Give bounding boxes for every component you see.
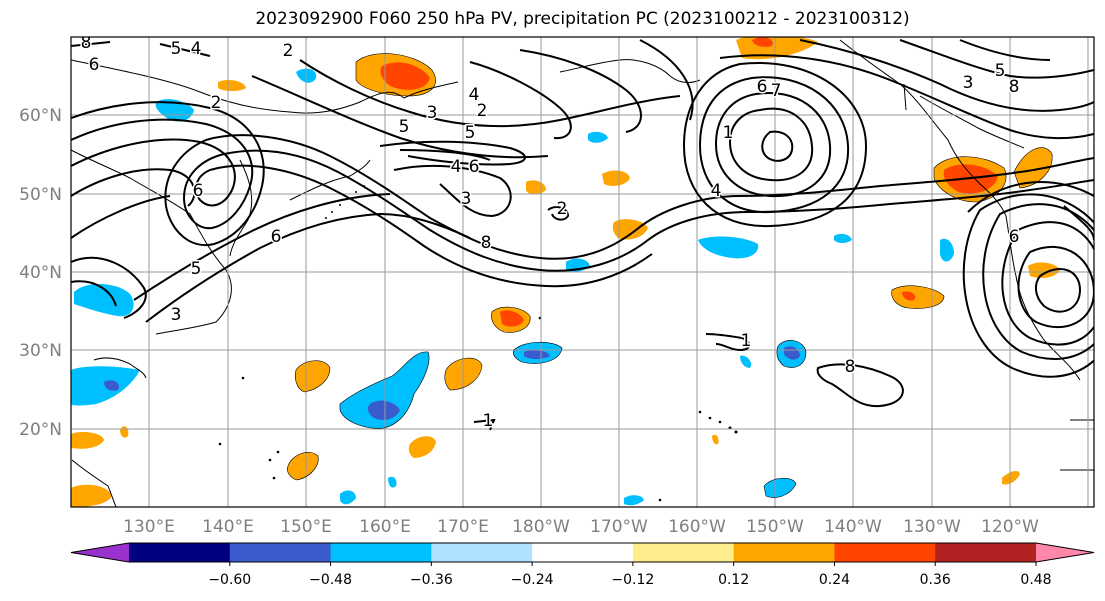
pv-contour-label: 2	[477, 101, 488, 121]
latitude-label: 50°N	[19, 185, 62, 205]
colorbar-segment	[229, 543, 332, 562]
pv-contour-label: 3	[963, 73, 974, 93]
longitude-label: 180°W	[512, 517, 570, 537]
pv-contour-label: 8	[81, 33, 92, 53]
latitude-label: 20°N	[19, 420, 62, 440]
longitude-label: 150°W	[746, 517, 804, 537]
colorbar-tick-label: −0.60	[208, 572, 251, 588]
pv-contour-label: 8	[845, 357, 856, 377]
colorbar-segment	[431, 543, 533, 562]
pv-contour-label: 5	[465, 123, 476, 143]
pv-contour-label: 1	[723, 123, 734, 143]
colorbar-segment	[935, 543, 1037, 562]
pv-contour-label: 6	[89, 55, 100, 75]
colorbar-segment	[330, 543, 432, 562]
pv-contour-label: 5	[995, 61, 1006, 81]
pv-contour-label: 5	[399, 117, 410, 137]
colorbar: −0.60 −0.48 −0.36 −0.24 −0.12 0.12 0.24 0.36 0.4…	[70, 542, 1095, 588]
latitude-label: 30°N	[19, 341, 62, 361]
map-title: 2023092900 F060 250 hPa PV, precipitatio…	[255, 9, 910, 29]
pv-contour-label: 6	[469, 157, 480, 177]
colorbar-tick-label: 0.24	[819, 572, 850, 588]
colorbar-segment	[1036, 543, 1094, 562]
pv-contour-label: 5	[171, 39, 182, 59]
longitude-label: 160°W	[668, 517, 726, 537]
longitude-label: 130°E	[123, 517, 175, 537]
pv-contour-label: 6	[757, 77, 768, 97]
pv-contour-label: 5	[191, 259, 202, 279]
colorbar-segment	[532, 543, 634, 562]
longitude-label: 150°E	[280, 517, 332, 537]
pv-contours	[71, 39, 1094, 431]
pv-contour-label: 2	[211, 93, 222, 113]
longitude-label: 170°W	[590, 517, 648, 537]
longitude-label: 130°W	[903, 517, 961, 537]
longitude-label: 120°W	[981, 517, 1039, 537]
colorbar-tick-label: 0.12	[718, 572, 749, 588]
pv-contour-label: 4	[451, 157, 462, 177]
colorbar-tick-label: 0.36	[920, 572, 951, 588]
pv-contour-label: 6	[1009, 227, 1020, 247]
colorbar-segment	[834, 543, 936, 562]
colorbar-segment	[632, 543, 735, 562]
pv-contour-label: 4	[191, 39, 202, 59]
pv-contour-label: 2	[283, 41, 294, 61]
longitude-label: 160°E	[359, 517, 411, 537]
colorbar-tick-label: −0.12	[611, 572, 654, 588]
latitude-label: 40°N	[19, 263, 62, 283]
precip-shading	[71, 37, 1060, 507]
latitude-label: 60°N	[19, 106, 62, 126]
pv-contour-label: 6	[271, 227, 282, 247]
pv-contour-label: 4	[469, 85, 480, 105]
colorbar-tick-label: 0.48	[1020, 572, 1051, 588]
precip-positive-areas	[71, 37, 1060, 507]
pv-contour-label: 3	[171, 305, 182, 325]
colorbar-segment	[733, 543, 835, 562]
pv-contour-label: 6	[193, 181, 204, 201]
colorbar-segment	[129, 543, 231, 562]
pv-contour-label: 4	[711, 181, 722, 201]
colorbar-segment	[71, 543, 129, 562]
colorbar-outline	[70, 542, 1095, 563]
pv-contour-label: 8	[1009, 77, 1020, 97]
colorbar-tick-label: −0.48	[309, 572, 352, 588]
colorbar-tick-label: −0.24	[511, 572, 554, 588]
colorbar-tick-label: −0.36	[410, 572, 453, 588]
plot-border	[70, 36, 1095, 508]
pv-contour-label: 8	[481, 233, 492, 253]
pv-contour-label: 7	[771, 81, 782, 101]
pv-contour-label: 2	[557, 199, 568, 219]
pv-contour-label: 1	[741, 331, 752, 351]
longitude-label: 140°E	[202, 517, 254, 537]
pv-contour-label: 3	[461, 189, 472, 209]
longitude-labels: 130°E 140°E 150°E 160°E 170°E 180°W 170°W 160°W…	[123, 517, 1039, 537]
pv-contour-label: 3	[427, 103, 438, 123]
pv-contour-label: 1	[483, 411, 494, 431]
precip-outlines	[286, 53, 1053, 498]
longitude-label: 140°W	[824, 517, 882, 537]
longitude-label: 170°E	[437, 517, 489, 537]
latitude-labels: 60°N 50°N 40°N 30°N 20°N	[19, 106, 62, 440]
